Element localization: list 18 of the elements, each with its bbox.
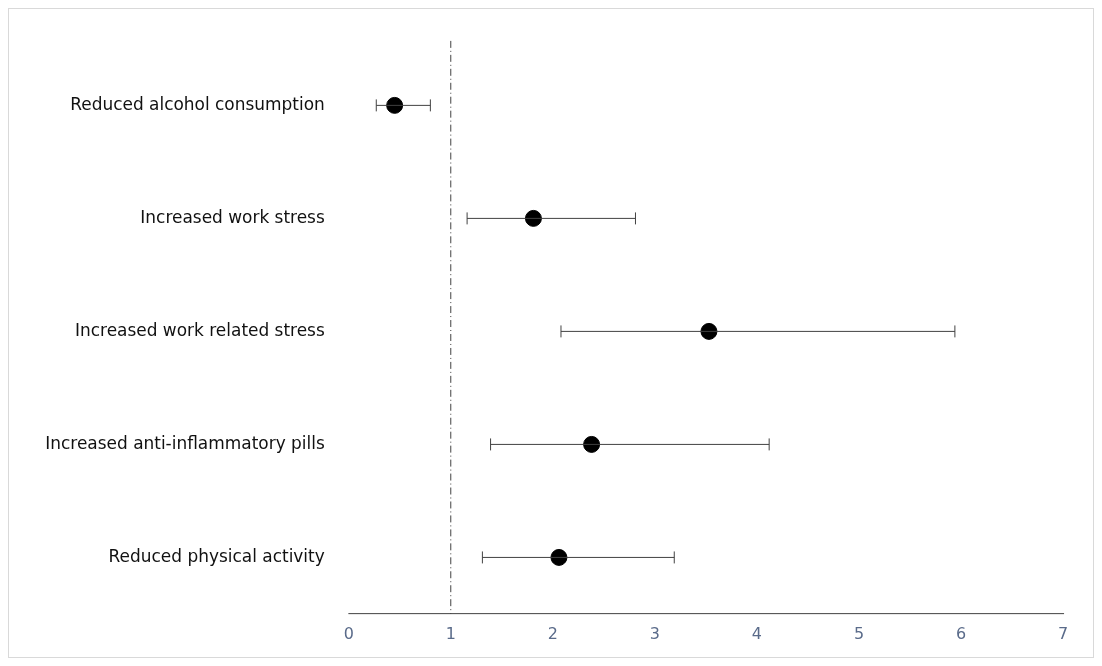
x-tick-label: 7 [1057, 623, 1069, 643]
point [583, 435, 601, 453]
y-tick-label: Reduced alcohol consumption [70, 93, 325, 114]
x-tick-label: 3 [649, 623, 660, 643]
point [386, 96, 404, 114]
y-tick-label: Increased anti-inflammatory pills [45, 432, 325, 453]
x-tick-label: 5 [853, 623, 865, 643]
point [700, 322, 718, 340]
x-tick-label: 1 [445, 623, 456, 643]
point [524, 209, 542, 227]
y-tick-label: Reduced physical activity [108, 545, 325, 566]
x-tick-label: 4 [751, 623, 762, 643]
y-tick-label: Increased work related stress [75, 319, 325, 340]
x-tick-label: 0 [343, 623, 354, 643]
x-tick-label: 2 [547, 623, 558, 643]
point [550, 548, 568, 566]
x-tick-label: 6 [955, 623, 967, 643]
y-tick-label: Increased work stress [140, 206, 325, 227]
